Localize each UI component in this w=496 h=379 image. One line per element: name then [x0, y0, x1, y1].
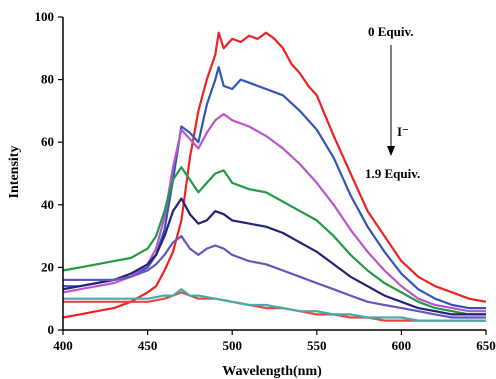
x-tick-group: 400 450 500 550 600 650	[53, 330, 496, 353]
x-axis-title: Wavelength(nm)	[222, 364, 322, 379]
y-tick-label: 40	[41, 197, 54, 212]
x-tick-label: 500	[222, 338, 242, 353]
y-tick-label: 80	[41, 72, 54, 87]
spectrum-line-6	[63, 235, 486, 319]
y-axis-title: Intensity	[7, 146, 22, 199]
spectrum-line-5	[62, 197, 486, 316]
y-tick-label: 0	[48, 322, 55, 337]
spectrum-line-7	[63, 291, 486, 322]
x-tick-label: 450	[138, 338, 158, 353]
y-tick-label: 60	[41, 134, 54, 149]
x-tick-label: 550	[307, 338, 327, 353]
y-tick-label: 20	[41, 259, 54, 274]
spectrum-line-1	[62, 31, 487, 319]
spectrum-line-8	[63, 288, 486, 322]
start-equiv-label: 0 Equiv.	[368, 24, 414, 39]
ion-label: I⁻	[397, 124, 409, 139]
y-tick-label: 100	[35, 9, 55, 24]
end-equiv-label: 1.9 Equiv.	[365, 166, 420, 181]
spectrum-line-3	[62, 112, 486, 313]
x-tick-label: 400	[53, 338, 73, 353]
spectrum-line-4	[62, 166, 486, 316]
series-layer	[62, 31, 487, 322]
x-tick-label: 600	[392, 338, 412, 353]
y-tick-group: 0 20 40 60 80 100	[35, 9, 63, 337]
titration-arrow-head	[387, 146, 395, 156]
x-tick-label: 650	[476, 338, 496, 353]
spectrum-line-2	[63, 65, 486, 310]
